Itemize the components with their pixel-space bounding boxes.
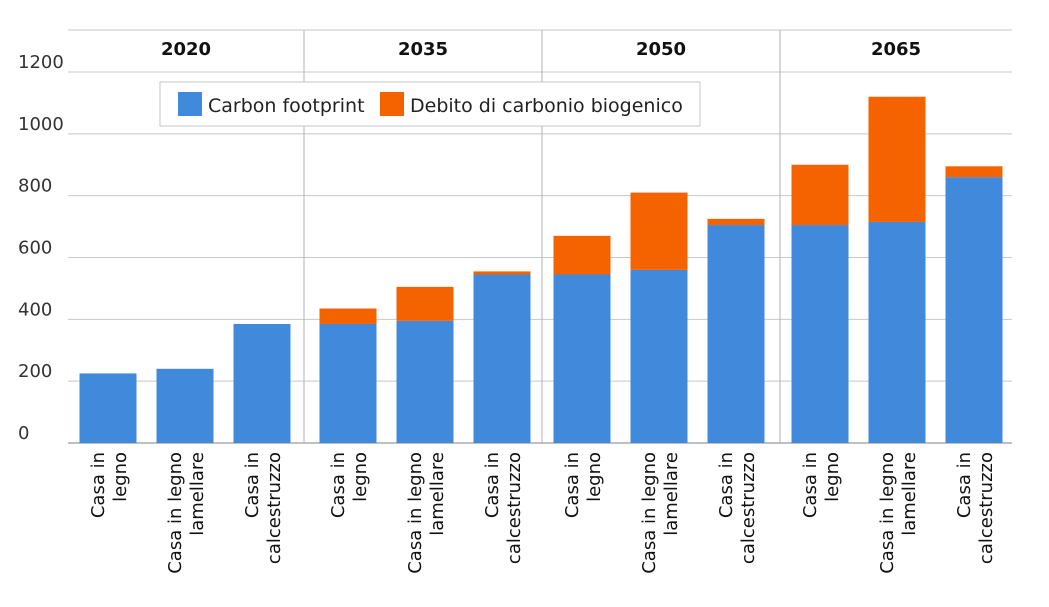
x-tick-label: Casa in legnolamellare — [165, 452, 208, 574]
bar-2065-2-series-2 — [868, 96, 926, 222]
x-tick-label-line: Casa in legno — [405, 452, 426, 574]
y-tick-label: 800 — [18, 176, 52, 197]
legend-label-1: Carbon footprint — [208, 95, 365, 117]
y-axis-ticks: 0 200 400 600 800 1000 1200 — [18, 52, 64, 444]
group-label-2020: 2020 — [161, 39, 211, 60]
bar-2020-2-series-1 — [156, 368, 214, 443]
x-tick-label-line: lamellare — [661, 452, 682, 536]
x-tick-label-line: legno — [822, 452, 843, 502]
x-tick-label-line: legno — [350, 452, 371, 502]
x-tick-label: Casa inlegno — [562, 452, 605, 518]
x-tick-label-line: calcestruzzo — [738, 452, 759, 564]
legend-label-2: Debito di carbonio biogenico — [410, 95, 683, 117]
x-tick-label-line: calcestruzzo — [264, 452, 285, 564]
x-tick-label-line: Casa in — [800, 452, 821, 518]
x-tick-label-line: lamellare — [899, 452, 920, 536]
x-tick-label-line: legno — [110, 452, 131, 502]
x-tick-label-line: lamellare — [187, 452, 208, 536]
bar-2050-2-series-1 — [630, 269, 688, 443]
bar-2065-1-series-1 — [791, 225, 849, 443]
x-tick-label: Casa in legnolamellare — [877, 452, 920, 574]
bar-2035-2-series-2 — [396, 286, 454, 321]
bar-2020-3-series-1 — [233, 323, 291, 443]
x-tick-label-line: Casa in — [482, 452, 503, 518]
x-tick-label: Casa in legnolamellare — [405, 452, 448, 574]
y-tick-label: 1000 — [18, 114, 64, 135]
x-tick-label-line: Casa in legno — [165, 452, 186, 574]
legend-box — [159, 81, 701, 127]
x-tick-label: Casa inlegno — [328, 452, 371, 518]
bar-2065-2-series-1 — [868, 221, 926, 443]
x-tick-label-line: lamellare — [427, 452, 448, 536]
x-tick-label-line: Casa in — [716, 452, 737, 518]
x-tick-label: Casa incalcestruzzo — [954, 452, 997, 564]
bars — [79, 96, 1003, 443]
x-tick-label: Casa incalcestruzzo — [242, 452, 285, 564]
x-tick-label-line: Casa in legno — [877, 452, 898, 574]
group-labels: 2020 2035 2050 2065 — [161, 39, 921, 60]
x-tick-label: Casa incalcestruzzo — [482, 452, 525, 564]
legend: Carbon footprint Debito di carbonio bioge… — [159, 81, 701, 127]
legend-swatch-2 — [380, 92, 404, 116]
x-axis-labels: Casa inlegno Casa in legnolamellare Casa i… — [88, 452, 997, 574]
x-tick-label-line: calcestruzzo — [504, 452, 525, 564]
x-tick-label-line: Casa in legno — [639, 452, 660, 574]
group-label-2035: 2035 — [398, 39, 448, 60]
bar-2065-3-series-2 — [945, 166, 1003, 178]
x-tick-label-line: Casa in — [562, 452, 583, 518]
bar-2035-1-series-2 — [319, 308, 377, 324]
y-tick-label: 200 — [18, 361, 52, 382]
legend-swatch-1 — [178, 92, 202, 116]
x-tick-label-line: calcestruzzo — [976, 452, 997, 564]
gridlines — [68, 29, 1012, 444]
group-label-2065: 2065 — [871, 39, 921, 60]
x-tick-label: Casa inlegno — [800, 452, 843, 518]
bar-2035-3-series-1 — [473, 274, 531, 443]
x-tick-label-line: Casa in — [242, 452, 263, 518]
bar-2035-2-series-1 — [396, 320, 454, 443]
bar-2035-1-series-1 — [319, 323, 377, 443]
bar-2065-3-series-1 — [945, 177, 1003, 443]
bar-2050-2-series-2 — [630, 192, 688, 270]
group-label-2050: 2050 — [636, 39, 686, 60]
y-tick-label: 600 — [18, 238, 52, 259]
bar-2035-3-series-2 — [473, 271, 531, 275]
bar-2050-1-series-1 — [553, 274, 611, 443]
bar-2050-1-series-2 — [553, 235, 611, 275]
x-tick-label-line: Casa in — [328, 452, 349, 518]
bar-2065-1-series-2 — [791, 164, 849, 226]
y-tick-label: 0 — [18, 423, 29, 444]
x-tick-label: Casa inlegno — [88, 452, 131, 518]
bar-2050-3-series-2 — [707, 218, 765, 226]
x-tick-label: Casa incalcestruzzo — [716, 452, 759, 564]
y-tick-label: 1200 — [18, 52, 64, 73]
x-tick-label-line: legno — [584, 452, 605, 502]
x-tick-label-line: Casa in — [954, 452, 975, 518]
x-tick-label: Casa in legnolamellare — [639, 452, 682, 574]
bar-2020-1-series-1 — [79, 373, 137, 443]
y-tick-label: 400 — [18, 299, 52, 320]
bar-2050-3-series-1 — [707, 225, 765, 443]
x-tick-label-line: Casa in — [88, 452, 109, 518]
